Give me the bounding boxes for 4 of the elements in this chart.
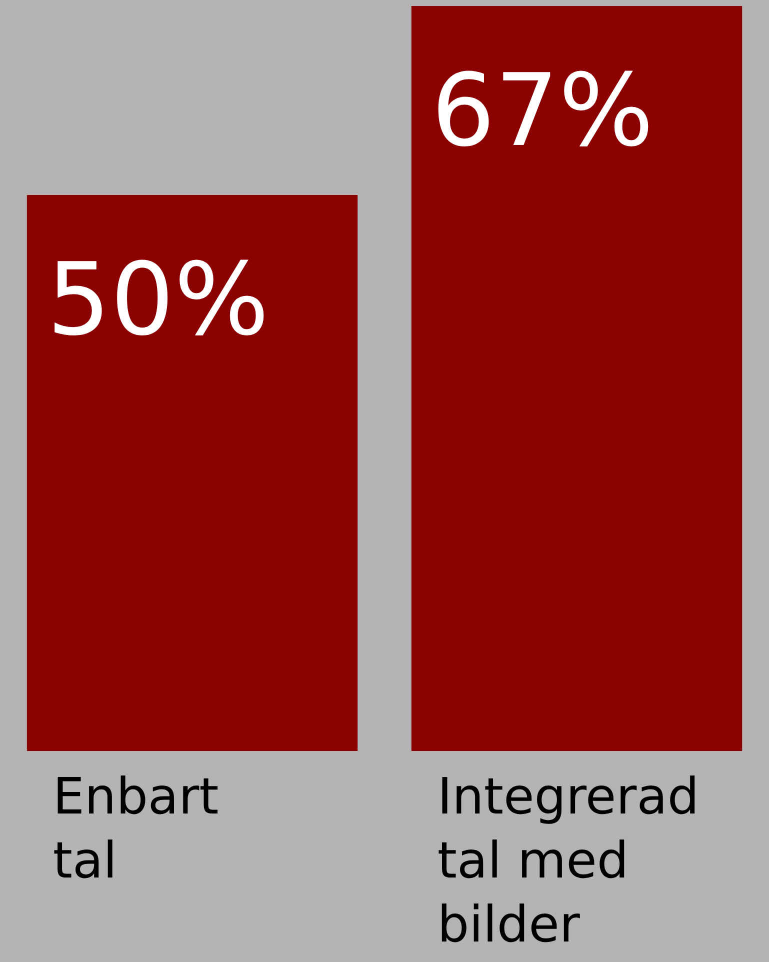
x-tick-label: Enbart tal — [52, 768, 219, 890]
x-tick-label: Integrerad tal med bilder — [437, 768, 700, 954]
data-label: 50% — [46, 241, 270, 358]
data-label: 67% — [431, 52, 654, 169]
